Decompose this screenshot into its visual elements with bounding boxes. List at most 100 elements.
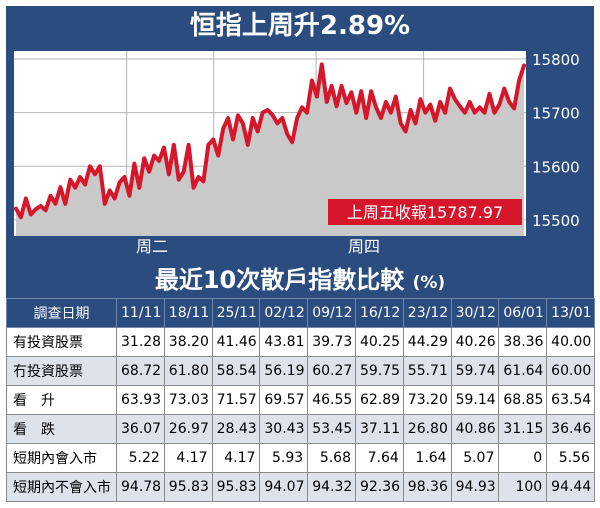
table-cell: 69.57: [259, 385, 309, 415]
row-label: 有投資股票: [6, 327, 117, 357]
table-cell: 98.36: [402, 472, 452, 502]
table-cell: 5.93: [259, 443, 309, 473]
table-row: 看 升 63.93 73.03 71.57 69.57 46.55 62.89 73.20 59…: [6, 385, 595, 415]
table-cell: 100: [498, 472, 548, 502]
table-title-text: 最近10次散戶指數比較: [154, 266, 405, 294]
table-row: 有投資股票 31.28 38.20 41.46 43.81 39.73 40.25 44.29…: [6, 327, 595, 357]
row-label: 冇投資股票: [6, 356, 117, 386]
y-tick-label: 15500: [532, 212, 580, 230]
table-row: 看 跌 36.07 26.97 28.43 30.43 53.45 37.11 26.80 40…: [6, 414, 595, 444]
table-cell: 40.86: [450, 414, 500, 444]
table-cell: 30.43: [259, 414, 309, 444]
table-row: 短期內不會入市 94.78 95.83 95.83 94.07 94.32 92.36 98.…: [6, 472, 595, 502]
table-cell: 38.36: [498, 327, 548, 357]
table-cell: 40.26: [450, 327, 500, 357]
table-row: 冇投資股票 68.72 61.80 58.54 56.19 60.27 59.75 55.71…: [6, 356, 595, 386]
column-header: 11/11: [116, 298, 165, 328]
table-cell: 95.83: [211, 472, 261, 502]
table-cell: 4.17: [163, 443, 213, 473]
table-cell: 39.73: [307, 327, 356, 357]
table-cell: 68.72: [116, 356, 165, 386]
table-cell: 40.25: [354, 327, 404, 357]
table-cell: 46.55: [307, 385, 356, 415]
table-cell: 55.71: [402, 356, 452, 386]
table-cell: 59.74: [450, 356, 500, 386]
table-row: 短期內會入市 5.22 4.17 4.17 5.93 5.68 7.64 1.64 5.07 0 5…: [6, 443, 595, 473]
table-cell: 5.68: [307, 443, 356, 473]
y-tick-label: 15800: [532, 51, 580, 69]
table-cell: 38.20: [163, 327, 213, 357]
column-header: 13/01: [546, 298, 595, 328]
table-cell: 94.78: [116, 472, 165, 502]
table-cell: 5.22: [116, 443, 165, 473]
table-title: 最近10次散戶指數比較 (%): [6, 262, 594, 298]
index-chart: 15500 15600 15700 15800 上周五收報15787.97 周二 周四: [14, 51, 580, 256]
chart-panel: 15500 15600 15700 15800 上周五收報15787.97 周二 周四: [6, 46, 594, 262]
table-cell: 5.07: [450, 443, 500, 473]
column-header: 18/11: [163, 298, 213, 328]
table-cell: 61.80: [163, 356, 213, 386]
column-header: 16/12: [354, 298, 404, 328]
table-cell: 37.11: [354, 414, 404, 444]
table-cell: 73.03: [163, 385, 213, 415]
table-cell: 94.32: [307, 472, 356, 502]
table-cell: 63.54: [546, 385, 595, 415]
table-cell: 1.64: [402, 443, 452, 473]
column-header: 06/01: [498, 298, 548, 328]
row-label: 短期內不會入市: [6, 472, 117, 502]
table-cell: 59.14: [450, 385, 500, 415]
table-cell: 31.28: [116, 327, 165, 357]
table-cell: 5.56: [546, 443, 595, 473]
row-label: 看 升: [6, 385, 117, 415]
table-cell: 4.17: [211, 443, 261, 473]
table-cell: 94.93: [450, 472, 500, 502]
table-cell: 26.97: [163, 414, 213, 444]
table-cell: 62.89: [354, 385, 404, 415]
table-cell: 28.43: [211, 414, 261, 444]
chart-title: 恒指上周升2.89%: [6, 6, 594, 46]
corner-header: 調查日期: [6, 298, 117, 328]
table-cell: 92.36: [354, 472, 404, 502]
column-header: 30/12: [450, 298, 500, 328]
table-cell: 0: [498, 443, 548, 473]
table-cell: 60.00: [546, 356, 595, 386]
table-header-row: 調查日期 11/11 18/11 25/11 02/12 09/12 16/12 23/12…: [6, 298, 595, 328]
table-cell: 36.07: [116, 414, 165, 444]
table-cell: 73.20: [402, 385, 452, 415]
table-cell: 44.29: [402, 327, 452, 357]
table-cell: 26.80: [402, 414, 452, 444]
y-tick-label: 15600: [532, 158, 580, 176]
table-cell: 94.44: [546, 472, 595, 502]
close-label-box: [328, 199, 522, 225]
retail-index-table: 調查日期 11/11 18/11 25/11 02/12 09/12 16/12 23/12…: [6, 298, 595, 502]
table-cell: 41.46: [211, 327, 261, 357]
table-cell: 40.00: [546, 327, 595, 357]
table-cell: 36.46: [546, 414, 595, 444]
table-unit: (%): [412, 273, 446, 293]
table-cell: 63.93: [116, 385, 165, 415]
column-header: 09/12: [307, 298, 356, 328]
column-header: 25/11: [211, 298, 261, 328]
table-cell: 43.81: [259, 327, 309, 357]
table-cell: 56.19: [259, 356, 309, 386]
table-cell: 68.85: [498, 385, 548, 415]
x-tick-label: 周二: [136, 237, 168, 256]
table-cell: 60.27: [307, 356, 356, 386]
row-label: 看 跌: [6, 414, 117, 444]
table-cell: 7.64: [354, 443, 404, 473]
table-cell: 61.64: [498, 356, 548, 386]
table-cell: 71.57: [211, 385, 261, 415]
close-label-text: 上周五收報15787.97: [347, 203, 503, 222]
table-cell: 95.83: [163, 472, 213, 502]
table-cell: 59.75: [354, 356, 404, 386]
y-tick-label: 15700: [532, 105, 580, 123]
table-cell: 53.45: [307, 414, 356, 444]
table-cell: 94.07: [259, 472, 309, 502]
table-cell: 31.15: [498, 414, 548, 444]
x-tick-label: 周四: [348, 237, 380, 256]
column-header: 02/12: [259, 298, 309, 328]
column-header: 23/12: [402, 298, 452, 328]
table-cell: 58.54: [211, 356, 261, 386]
row-label: 短期內會入市: [6, 443, 117, 473]
